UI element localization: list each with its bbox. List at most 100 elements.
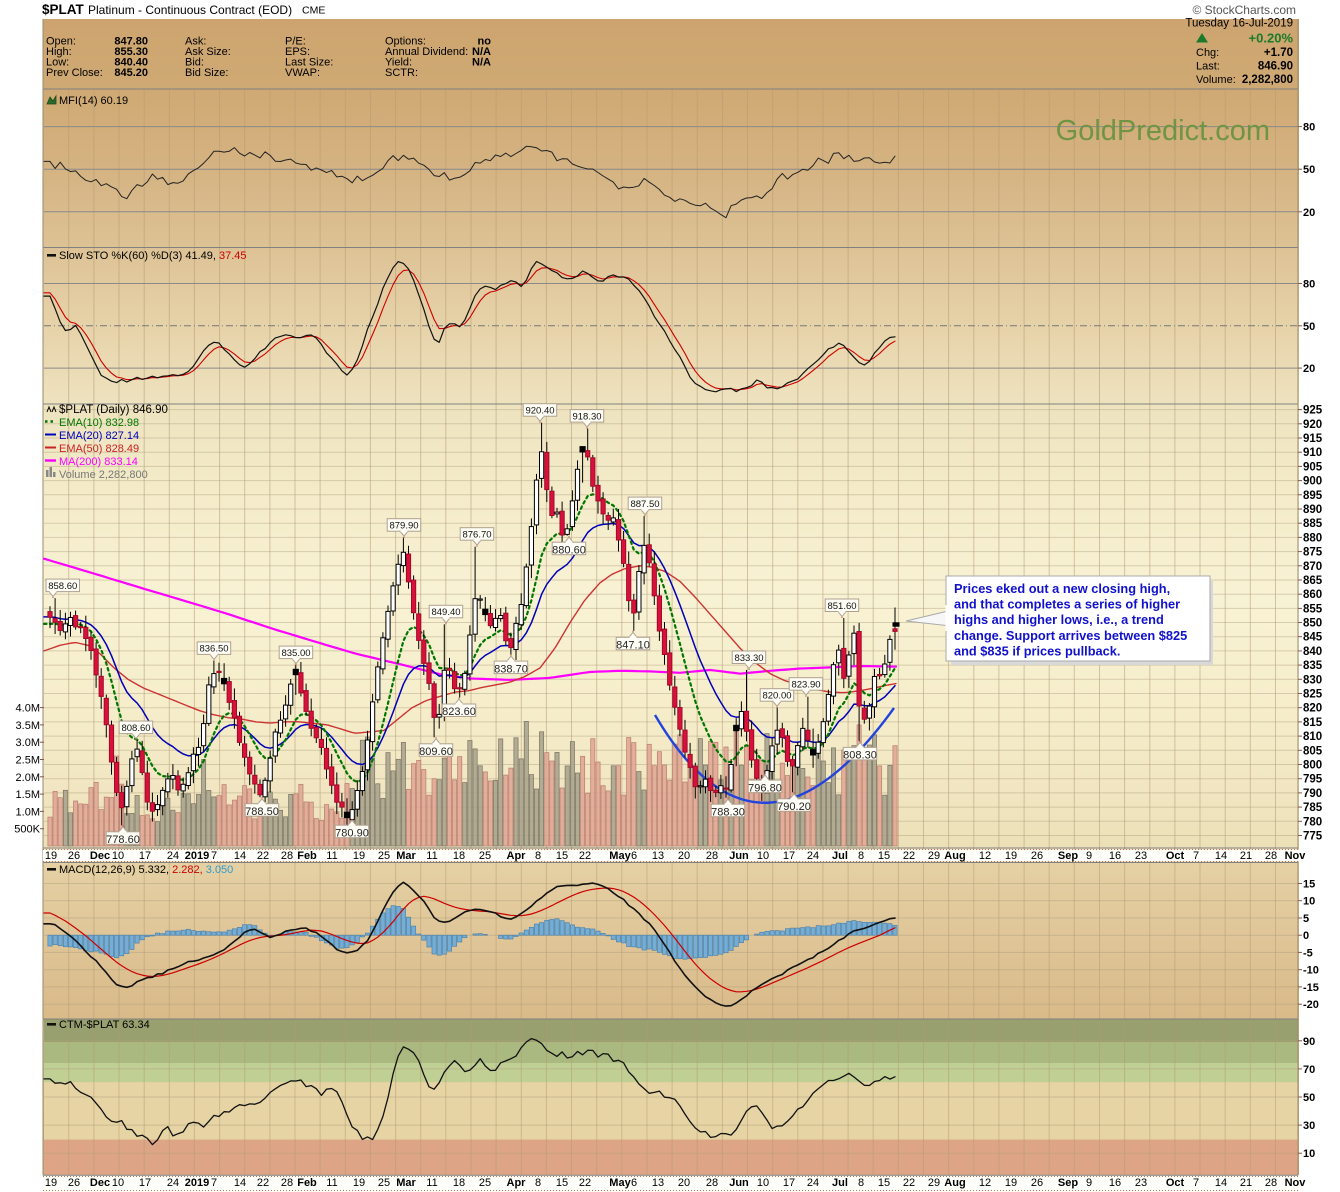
svg-text:780: 780 bbox=[1303, 816, 1322, 828]
svg-text:900: 900 bbox=[1303, 476, 1322, 488]
svg-text:14: 14 bbox=[234, 1177, 246, 1189]
svg-text:© StockCharts.com: © StockCharts.com bbox=[1192, 3, 1296, 17]
svg-text:SCTR:: SCTR: bbox=[385, 67, 418, 79]
svg-text:870: 870 bbox=[1303, 561, 1322, 573]
svg-text:17: 17 bbox=[139, 850, 151, 862]
svg-text:Aug: Aug bbox=[944, 850, 965, 862]
svg-text:80: 80 bbox=[1303, 279, 1315, 291]
svg-text:10: 10 bbox=[1303, 896, 1315, 908]
svg-text:Volume:: Volume: bbox=[1196, 74, 1236, 86]
svg-text:24: 24 bbox=[167, 1177, 179, 1189]
svg-text:Apr: Apr bbox=[507, 850, 527, 862]
svg-text:Nov: Nov bbox=[1285, 1177, 1307, 1189]
svg-text:25: 25 bbox=[479, 850, 491, 862]
svg-text:Oct: Oct bbox=[1166, 1177, 1185, 1189]
svg-text:28: 28 bbox=[1265, 1177, 1277, 1189]
svg-text:Ask:: Ask: bbox=[185, 36, 206, 48]
svg-text:19: 19 bbox=[45, 1177, 57, 1189]
svg-text:22: 22 bbox=[257, 1177, 269, 1189]
svg-text:8: 8 bbox=[535, 850, 541, 862]
svg-text:847.10: 847.10 bbox=[616, 639, 650, 651]
svg-text:500K: 500K bbox=[14, 824, 40, 836]
svg-text:805: 805 bbox=[1303, 745, 1323, 757]
svg-text:9: 9 bbox=[1086, 1177, 1092, 1189]
svg-text:26: 26 bbox=[68, 850, 80, 862]
svg-text:29: 29 bbox=[928, 1177, 940, 1189]
svg-text:28: 28 bbox=[1265, 850, 1277, 862]
svg-text:MA(200) 833.14: MA(200) 833.14 bbox=[59, 456, 138, 468]
svg-text:20: 20 bbox=[678, 850, 690, 862]
svg-text:MACD(12,26,9) 5.332, 2.282, 3.: MACD(12,26,9) 5.332, 2.282, 3.050 bbox=[59, 864, 233, 876]
svg-text:785: 785 bbox=[1303, 802, 1323, 814]
svg-text:6: 6 bbox=[631, 1177, 637, 1189]
svg-text:790: 790 bbox=[1303, 788, 1322, 800]
svg-text:22: 22 bbox=[903, 1177, 915, 1189]
svg-text:823.90: 823.90 bbox=[791, 679, 820, 690]
svg-text:14: 14 bbox=[234, 850, 246, 862]
svg-text:Slow STO %K(60) %D(3) 41.49, 3: Slow STO %K(60) %D(3) 41.49, 37.45 bbox=[59, 250, 247, 262]
svg-text:Yield:: Yield: bbox=[385, 57, 412, 69]
svg-text:2019: 2019 bbox=[185, 1177, 209, 1189]
svg-text:Sep: Sep bbox=[1058, 1177, 1078, 1189]
svg-text:24: 24 bbox=[807, 850, 819, 862]
svg-text:30: 30 bbox=[1303, 1120, 1315, 1132]
svg-text:835: 835 bbox=[1303, 660, 1323, 672]
svg-text:Feb: Feb bbox=[297, 1177, 317, 1189]
svg-text:865: 865 bbox=[1303, 575, 1323, 587]
svg-text:$PLAT: $PLAT bbox=[42, 2, 85, 17]
svg-text:Platinum - Continuous Contract: Platinum - Continuous Contract (EOD) bbox=[88, 3, 292, 17]
svg-text:26: 26 bbox=[1031, 850, 1043, 862]
svg-text:Last Size:: Last Size: bbox=[285, 57, 333, 69]
svg-text:7: 7 bbox=[1193, 1177, 1199, 1189]
svg-text:24: 24 bbox=[807, 1177, 819, 1189]
svg-text:850: 850 bbox=[1303, 618, 1322, 630]
svg-text:795: 795 bbox=[1303, 774, 1323, 786]
svg-text:26: 26 bbox=[1031, 1177, 1043, 1189]
svg-text:50: 50 bbox=[1303, 164, 1315, 176]
svg-text:845: 845 bbox=[1303, 632, 1323, 644]
svg-text:855: 855 bbox=[1303, 603, 1323, 615]
svg-text:-10: -10 bbox=[1303, 965, 1319, 977]
svg-text:Bid Size:: Bid Size: bbox=[185, 67, 228, 79]
svg-text:N/A: N/A bbox=[472, 46, 491, 58]
svg-text:16: 16 bbox=[1109, 850, 1121, 862]
svg-text:CTM-$PLAT 63.34: CTM-$PLAT 63.34 bbox=[59, 1019, 150, 1031]
svg-text:12: 12 bbox=[979, 1177, 991, 1189]
svg-text:780.90: 780.90 bbox=[335, 827, 369, 839]
svg-text:EMA(20) 827.14: EMA(20) 827.14 bbox=[59, 430, 139, 442]
svg-text:EPS:: EPS: bbox=[285, 46, 310, 58]
svg-text:905: 905 bbox=[1303, 461, 1323, 473]
svg-text:2019: 2019 bbox=[185, 850, 209, 862]
svg-text:3.0M: 3.0M bbox=[16, 737, 40, 749]
svg-text:+1.70: +1.70 bbox=[1264, 47, 1293, 59]
svg-text:Dec: Dec bbox=[90, 1177, 110, 1189]
svg-text:845.20: 845.20 bbox=[114, 67, 148, 79]
svg-text:830: 830 bbox=[1303, 674, 1322, 686]
svg-text:20: 20 bbox=[1303, 363, 1315, 375]
svg-text:12: 12 bbox=[979, 850, 991, 862]
svg-text:808.30: 808.30 bbox=[843, 750, 877, 762]
svg-text:7: 7 bbox=[1193, 850, 1199, 862]
svg-text:Tuesday 16-Jul-2019: Tuesday 16-Jul-2019 bbox=[1185, 18, 1293, 30]
svg-text:825: 825 bbox=[1303, 689, 1323, 701]
svg-text:Prices eked out a new closing: Prices eked out a new closing high, bbox=[954, 581, 1170, 596]
svg-text:10: 10 bbox=[1303, 1148, 1315, 1160]
svg-text:Options:: Options: bbox=[385, 36, 426, 48]
svg-text:22: 22 bbox=[579, 1177, 591, 1189]
svg-text:11: 11 bbox=[426, 1177, 437, 1189]
svg-text:Apr: Apr bbox=[507, 1177, 527, 1189]
svg-text:15: 15 bbox=[556, 850, 568, 862]
svg-text:18: 18 bbox=[453, 1177, 465, 1189]
svg-text:778.60: 778.60 bbox=[106, 834, 140, 846]
svg-text:1.5M: 1.5M bbox=[16, 789, 40, 801]
svg-text:0: 0 bbox=[1303, 930, 1309, 942]
svg-text:820.00: 820.00 bbox=[762, 691, 791, 702]
svg-text:Volume 2,282,800: Volume 2,282,800 bbox=[59, 469, 148, 481]
svg-text:19: 19 bbox=[1005, 850, 1017, 862]
svg-text:11: 11 bbox=[326, 1177, 337, 1189]
svg-text:790.20: 790.20 bbox=[777, 801, 811, 813]
svg-text:14: 14 bbox=[1215, 1177, 1227, 1189]
svg-text:847.80: 847.80 bbox=[114, 36, 148, 48]
svg-text:808.60: 808.60 bbox=[121, 723, 150, 734]
svg-text:15: 15 bbox=[556, 1177, 568, 1189]
